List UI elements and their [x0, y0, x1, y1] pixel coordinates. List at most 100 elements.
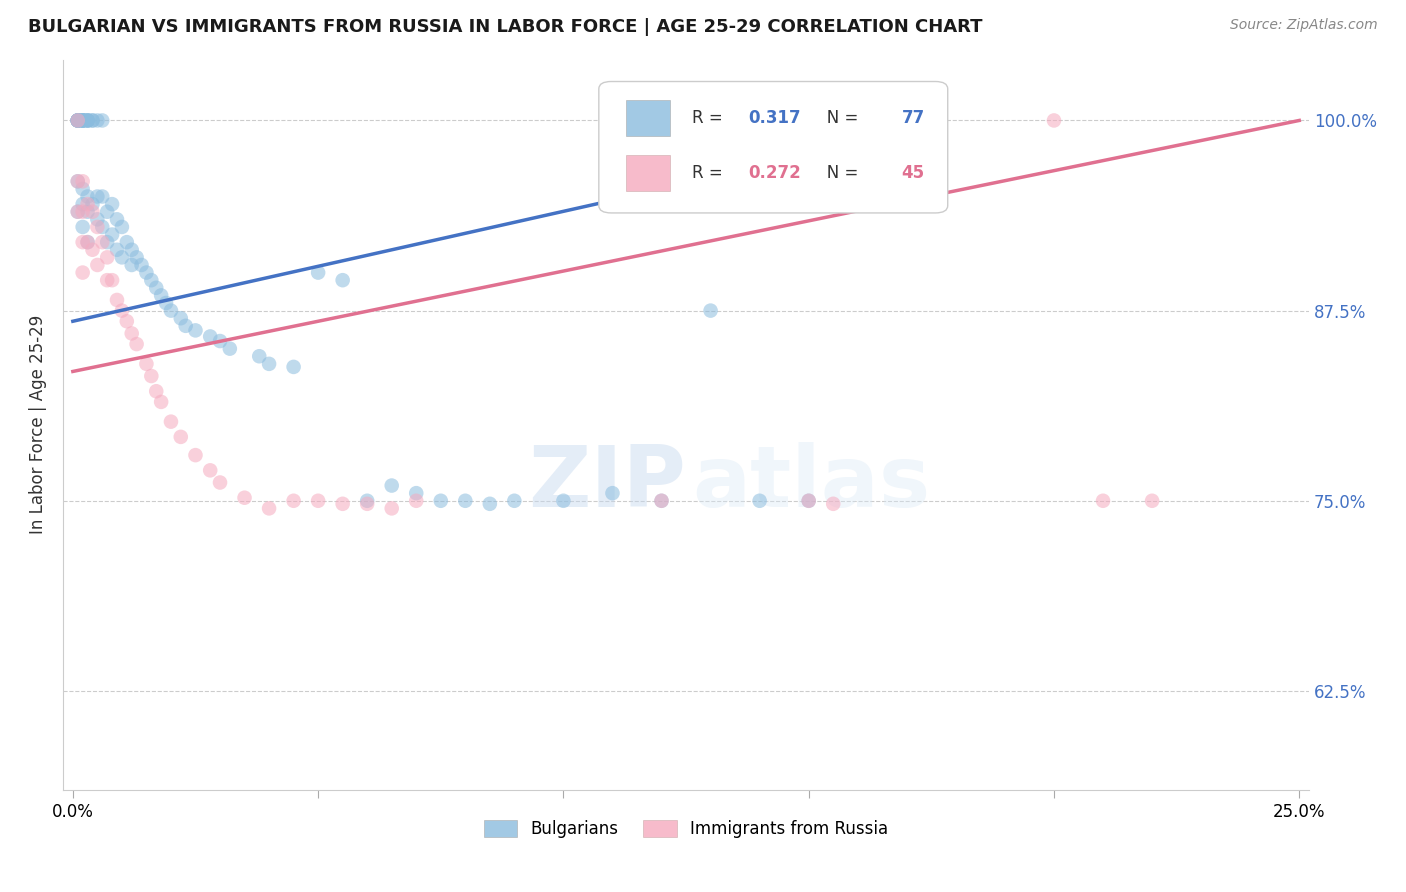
Point: [135, 266, 157, 280]
Point: [135, 357, 157, 371]
Point: [66, 113, 89, 128]
Point: [160, 415, 183, 429]
Point: [72, 182, 94, 196]
Text: R =: R =: [692, 109, 728, 127]
Point: [454, 493, 477, 508]
Point: [101, 273, 124, 287]
Point: [748, 493, 770, 508]
Point: [651, 493, 673, 508]
Point: [72, 113, 94, 128]
Point: [66, 174, 89, 188]
Legend: Bulgarians, Immigrants from Russia: Bulgarians, Immigrants from Russia: [477, 814, 896, 845]
Point: [553, 493, 575, 508]
Point: [356, 493, 378, 508]
Point: [76, 189, 98, 203]
Point: [429, 493, 451, 508]
Point: [115, 235, 138, 249]
Point: [111, 219, 134, 234]
Point: [184, 448, 207, 462]
Point: [76, 235, 98, 249]
Point: [96, 273, 118, 287]
Point: [200, 463, 222, 477]
Point: [101, 227, 124, 242]
Point: [121, 258, 143, 272]
Point: [86, 212, 108, 227]
Text: BULGARIAN VS IMMIGRANTS FROM RUSSIA IN LABOR FORCE | AGE 25-29 CORRELATION CHART: BULGARIAN VS IMMIGRANTS FROM RUSSIA IN L…: [28, 18, 983, 36]
Point: [86, 219, 108, 234]
Point: [141, 369, 163, 384]
Point: [82, 113, 104, 128]
Point: [66, 113, 89, 128]
Text: atlas: atlas: [692, 442, 931, 524]
Point: [283, 493, 305, 508]
Point: [797, 493, 820, 508]
Point: [66, 113, 89, 128]
Point: [72, 113, 94, 128]
Point: [96, 251, 118, 265]
Point: [91, 219, 114, 234]
Point: [66, 204, 89, 219]
Point: [82, 113, 104, 128]
Text: Source: ZipAtlas.com: Source: ZipAtlas.com: [1230, 18, 1378, 32]
Point: [145, 384, 167, 399]
Point: [160, 303, 183, 318]
Point: [150, 395, 173, 409]
Point: [257, 501, 280, 516]
Point: [121, 243, 143, 257]
Point: [111, 251, 134, 265]
Point: [82, 204, 104, 219]
Point: [307, 493, 329, 508]
Point: [105, 212, 128, 227]
Point: [72, 113, 94, 128]
Point: [76, 197, 98, 211]
Point: [76, 113, 98, 128]
Point: [115, 314, 138, 328]
Point: [208, 475, 231, 490]
Point: [602, 486, 624, 500]
Text: 0.317: 0.317: [748, 109, 801, 127]
Point: [111, 303, 134, 318]
Point: [332, 497, 354, 511]
Point: [72, 219, 94, 234]
Text: ZIP: ZIP: [529, 442, 686, 524]
Point: [257, 357, 280, 371]
Point: [651, 493, 673, 508]
Point: [797, 493, 820, 508]
Point: [76, 113, 98, 128]
Y-axis label: In Labor Force | Age 25-29: In Labor Force | Age 25-29: [30, 315, 46, 534]
Point: [72, 235, 94, 249]
Point: [76, 204, 98, 219]
Point: [86, 189, 108, 203]
Point: [218, 342, 240, 356]
Point: [150, 288, 173, 302]
Text: R =: R =: [692, 164, 728, 182]
Point: [1140, 493, 1163, 508]
Point: [86, 258, 108, 272]
Point: [105, 293, 128, 307]
Point: [66, 174, 89, 188]
Point: [170, 430, 193, 444]
Bar: [626, 100, 669, 136]
Point: [1043, 113, 1066, 128]
Point: [170, 311, 193, 326]
Point: [131, 258, 153, 272]
Point: [66, 113, 89, 128]
Text: 45: 45: [901, 164, 925, 182]
Point: [66, 204, 89, 219]
Point: [332, 273, 354, 287]
Point: [96, 235, 118, 249]
Point: [72, 113, 94, 128]
Point: [66, 113, 89, 128]
Point: [1092, 493, 1115, 508]
Point: [141, 273, 163, 287]
Point: [174, 318, 197, 333]
Point: [72, 113, 94, 128]
Point: [125, 337, 148, 351]
Point: [96, 204, 118, 219]
Point: [247, 349, 270, 363]
Point: [208, 334, 231, 348]
Point: [91, 189, 114, 203]
Point: [72, 197, 94, 211]
Point: [405, 486, 427, 500]
Point: [76, 113, 98, 128]
